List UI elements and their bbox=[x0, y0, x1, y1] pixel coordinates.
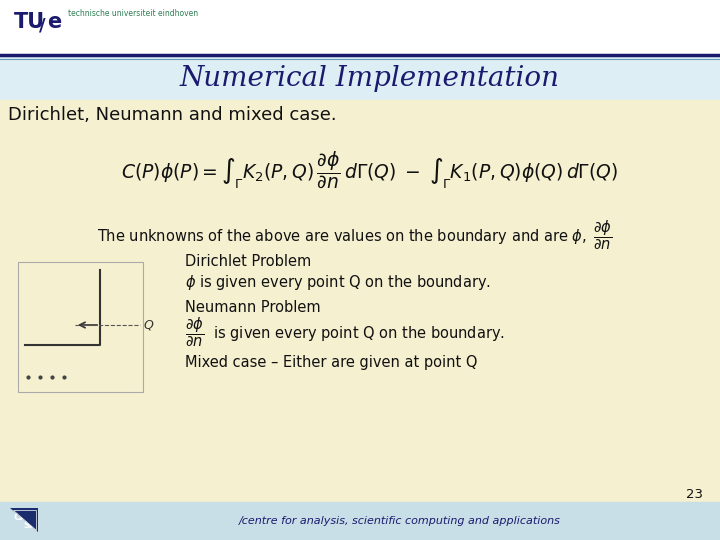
Text: 23: 23 bbox=[686, 488, 703, 501]
Text: $Q$: $Q$ bbox=[143, 318, 154, 332]
Bar bbox=[0, 55, 720, 100]
Text: Numerical Implementation: Numerical Implementation bbox=[180, 64, 560, 91]
Text: $\phi$ is given every point Q on the boundary.: $\phi$ is given every point Q on the bou… bbox=[185, 273, 491, 292]
Text: /: / bbox=[39, 17, 45, 35]
Polygon shape bbox=[10, 508, 38, 532]
Text: $C(P)\phi(P) = \int_{\Gamma} K_2(P,Q)\,\dfrac{\partial \phi}{\partial n}\,d\Gamm: $C(P)\phi(P) = \int_{\Gamma} K_2(P,Q)\,\… bbox=[122, 150, 618, 191]
Text: SA: SA bbox=[23, 521, 37, 530]
Text: The unknowns of the above are values on the boundary and are $\phi,\;\dfrac{\par: The unknowns of the above are values on … bbox=[97, 218, 613, 252]
Polygon shape bbox=[13, 510, 36, 530]
Text: e: e bbox=[47, 12, 61, 32]
Bar bbox=[18, 262, 143, 392]
Text: Mixed case – Either are given at point Q: Mixed case – Either are given at point Q bbox=[185, 354, 477, 369]
Text: CA: CA bbox=[13, 512, 27, 522]
Bar bbox=[0, 0, 720, 55]
Bar bbox=[0, 502, 720, 540]
Text: $\dfrac{\partial \phi}{\partial n}$  is given every point Q on the boundary.: $\dfrac{\partial \phi}{\partial n}$ is g… bbox=[185, 315, 505, 349]
Text: Dirichlet Problem: Dirichlet Problem bbox=[185, 254, 311, 269]
Text: Neumann Problem: Neumann Problem bbox=[185, 300, 320, 314]
Text: TU: TU bbox=[14, 12, 45, 32]
Text: technische universiteit eindhoven: technische universiteit eindhoven bbox=[68, 10, 198, 18]
Bar bbox=[0, 100, 720, 502]
Text: /centre for analysis, scientific computing and applications: /centre for analysis, scientific computi… bbox=[239, 516, 561, 526]
Text: Dirichlet, Neumann and mixed case.: Dirichlet, Neumann and mixed case. bbox=[8, 106, 337, 124]
